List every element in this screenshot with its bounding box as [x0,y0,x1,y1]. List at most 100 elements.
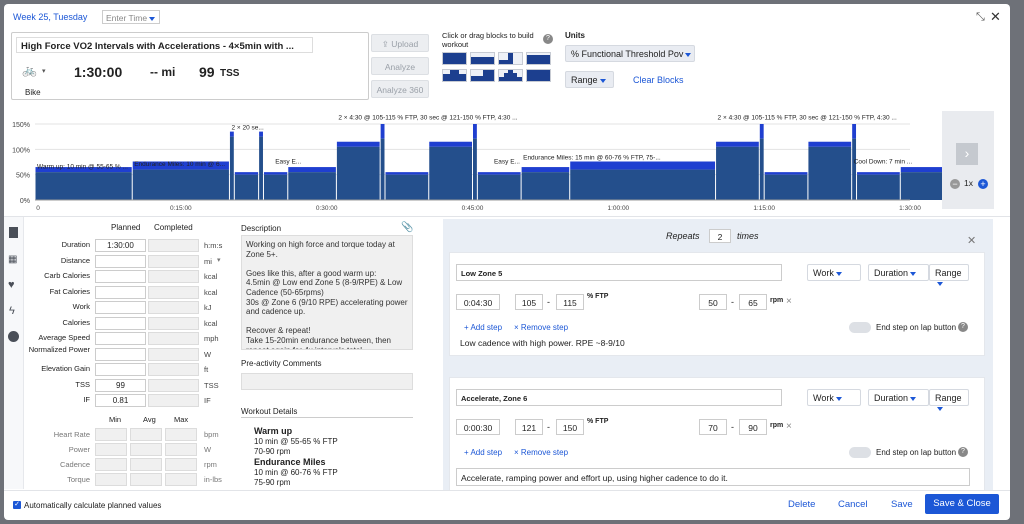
analyze-button[interactable]: Analyze [371,57,429,75]
interval-range-bar[interactable] [229,131,234,137]
planned-input[interactable] [95,317,146,330]
interval-range-bar[interactable] [852,124,857,139]
cadence-low-input[interactable]: 70 [699,419,727,435]
collapse-icon[interactable]: ⤡ [976,11,985,23]
clock-icon[interactable] [8,331,19,342]
range-metric-input[interactable] [165,458,197,471]
clear-cadence-icon[interactable]: × [786,421,792,432]
planned-input[interactable] [95,286,146,299]
planned-input[interactable] [95,363,146,376]
document-icon[interactable] [9,227,18,238]
interval-bar[interactable] [35,172,132,200]
workout-chart[interactable]: 150% 100% 50% 0% 0 0:15:00 0:30:00 0:45:00 1:00:… [4,112,944,214]
interval-bar[interactable] [857,174,900,200]
step-range-select[interactable]: Range [929,389,969,411]
interval-range-bar[interactable] [380,124,385,139]
interval-bar[interactable] [477,174,521,200]
interval-bar[interactable] [229,136,234,200]
block-thumbnail[interactable] [526,52,551,65]
lightning-icon[interactable]: ϟ [9,305,15,317]
step-type-select[interactable]: Work [807,389,861,406]
add-step-button[interactable]: + Add step [464,323,503,332]
cancel-button[interactable]: Cancel [838,499,868,510]
interval-range-bar[interactable] [759,124,764,139]
target-high-input[interactable]: 115 [556,294,584,310]
interval-range-bar[interactable] [429,141,472,147]
lap-toggle[interactable] [849,447,871,458]
interval-bar[interactable] [521,172,570,200]
cadence-high-input[interactable]: 65 [739,294,767,310]
interval-range-bar[interactable] [259,131,263,137]
remove-step-button[interactable]: × Remove step [514,323,569,332]
range-metric-input[interactable] [95,428,127,441]
range-metric-input[interactable] [95,458,127,471]
repeats-input[interactable]: 2 [709,229,731,243]
paperclip-icon[interactable]: 📎 [401,222,414,233]
interval-bar[interactable] [288,172,336,200]
completed-input[interactable] [148,332,199,345]
planned-input[interactable] [95,270,146,283]
save-close-button[interactable]: Save & Close [925,494,999,514]
step-name-input[interactable]: Accelerate, Zone 6 [456,389,782,406]
bike-icon[interactable]: 🚲 [22,63,37,77]
interval-range-bar[interactable] [132,161,229,170]
completed-input[interactable] [148,317,199,330]
chart-icon[interactable]: ▦ [8,254,18,265]
delete-button[interactable]: Delete [788,499,816,510]
interval-bar[interactable] [473,138,477,200]
interval-range-bar[interactable] [385,172,429,175]
step-range-select[interactable]: Range [929,264,969,286]
interval-bar[interactable] [385,174,429,200]
lap-toggle[interactable] [849,322,871,333]
range-metric-input[interactable] [95,443,127,456]
help-icon[interactable]: ? [543,34,553,44]
interval-range-bar[interactable] [263,172,288,175]
step-type-select[interactable]: Work [807,264,861,281]
completed-input[interactable] [148,270,199,283]
completed-input[interactable] [148,301,199,314]
interval-bar[interactable] [429,146,472,200]
completed-input[interactable] [148,348,199,361]
block-thumbnail[interactable] [470,69,495,82]
interval-range-bar[interactable] [336,141,380,147]
completed-input[interactable] [148,286,199,299]
step-duration-input[interactable]: 0:00:30 [456,419,500,435]
range-metric-input[interactable] [130,473,162,486]
range-metric-input[interactable] [130,458,162,471]
interval-range-bar[interactable] [35,167,132,173]
completed-input[interactable] [148,379,199,392]
step-name-input[interactable]: Low Zone 5 [456,264,782,281]
interval-bar[interactable] [900,172,944,200]
cadence-high-input[interactable]: 90 [739,419,767,435]
interval-range-bar[interactable] [716,141,759,147]
interval-range-bar[interactable] [477,172,521,175]
range-metric-input[interactable] [165,473,197,486]
planned-input[interactable] [95,301,146,314]
interval-bar[interactable] [336,146,380,200]
interval-bar[interactable] [132,169,229,200]
target-low-input[interactable]: 105 [515,294,543,310]
planned-input[interactable] [95,348,146,361]
completed-input[interactable] [148,255,199,268]
auto-calc-checkbox[interactable]: ✓ [13,501,21,509]
interval-bar[interactable] [759,138,764,200]
interval-bar[interactable] [764,174,808,200]
planned-input[interactable]: 99 [95,379,146,392]
completed-input[interactable] [148,363,199,376]
close-icon[interactable]: ✕ [990,9,1001,24]
range-select[interactable]: Range [565,71,614,88]
heart-icon[interactable]: ♥ [8,279,15,291]
zoom-in-icon[interactable]: + [978,179,988,189]
interval-range-bar[interactable] [570,161,716,170]
range-metric-input[interactable] [95,473,127,486]
block-thumbnail[interactable] [470,52,495,65]
block-thumbnail[interactable] [498,69,523,82]
planned-input[interactable]: 1:30:00 [95,239,146,252]
block-thumbnail[interactable] [442,69,467,82]
block-thumbnail[interactable] [442,52,467,65]
upload-button[interactable]: ⇪ Upload [371,34,429,52]
planned-input[interactable] [95,255,146,268]
help-icon[interactable]: ? [958,447,968,457]
block-thumbnail[interactable] [526,69,551,82]
range-metric-input[interactable] [165,443,197,456]
